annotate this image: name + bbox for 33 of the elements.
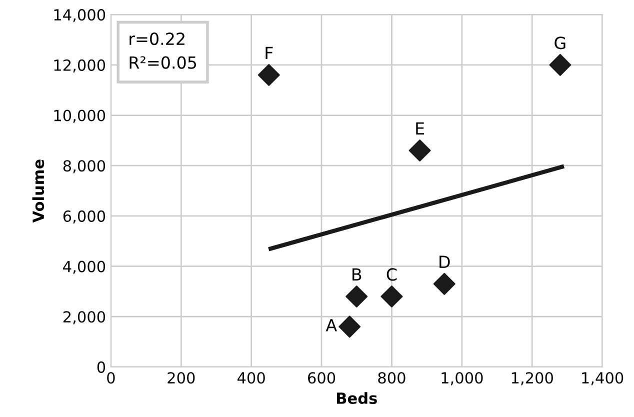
y-tick-label: 0 — [97, 361, 106, 373]
y-axis-title: Volume — [32, 160, 44, 223]
x-tick-label: 0 — [107, 372, 115, 384]
point — [549, 54, 572, 76]
y-tick-label: 6,000 — [63, 210, 106, 224]
y-tick-label: 14,000 — [54, 9, 106, 22]
x-tick-label: 200 — [168, 372, 195, 384]
x-tick-label: 600 — [308, 372, 336, 384]
y-tick-label: 2,000 — [63, 311, 106, 324]
annotation: B — [352, 268, 362, 281]
annotation: C — [386, 268, 397, 281]
point — [338, 316, 361, 338]
point — [433, 272, 456, 295]
point — [346, 285, 368, 308]
annotation: E — [416, 122, 424, 135]
x-tick-label: 1,400 — [582, 372, 624, 386]
annotation: A — [326, 319, 337, 332]
annotation: r=0.22 R²=0.05 — [130, 32, 196, 69]
annotation: D — [440, 256, 450, 268]
y-tick-label: 12,000 — [54, 59, 106, 73]
point — [258, 64, 280, 86]
point — [408, 140, 431, 162]
y-tick-label: 4,000 — [63, 260, 106, 274]
annotation: G — [554, 36, 566, 50]
x-axis-title: Beds — [337, 392, 377, 404]
x-tick-label: 800 — [378, 372, 406, 384]
annotation: F — [266, 46, 273, 60]
x-tick-label: 1,000 — [442, 372, 483, 386]
y-tick-label: 8,000 — [63, 160, 106, 174]
x-tick-label: 1,200 — [512, 372, 553, 386]
x-tick-label: 400 — [238, 372, 265, 384]
point — [380, 285, 403, 308]
y-tick-label: 10,000 — [54, 110, 106, 123]
